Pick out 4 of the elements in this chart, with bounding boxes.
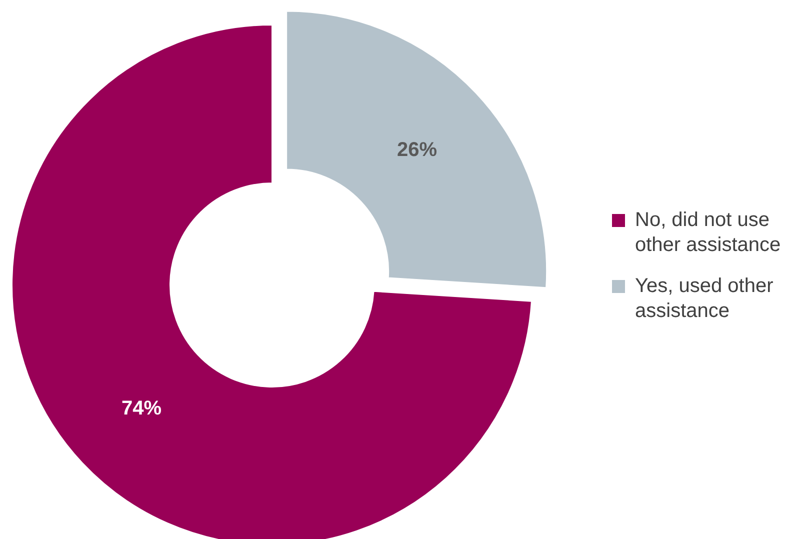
data-label: 74% [122,398,162,420]
legend-label: Yes, used other assistance [635,275,774,322]
data-label: 26% [397,138,438,161]
legend-label: No, did not use other assistance [635,209,781,256]
